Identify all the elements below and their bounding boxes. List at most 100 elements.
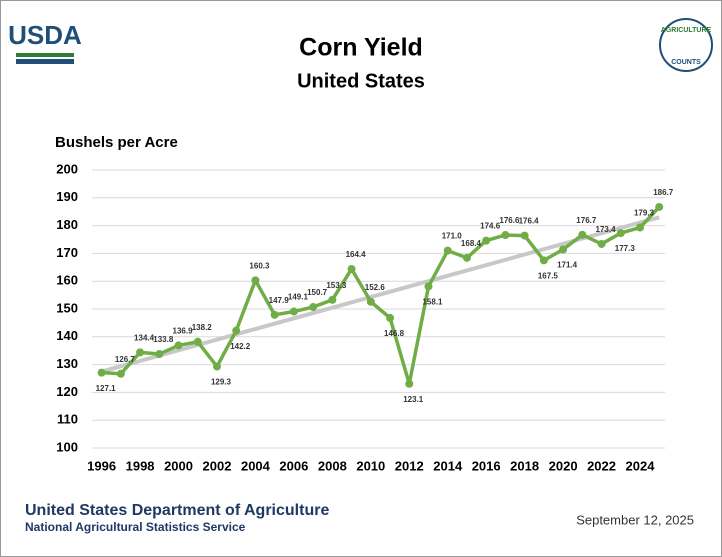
trendline (101, 215, 660, 374)
data-point (482, 236, 491, 245)
data-point (270, 310, 279, 319)
data-label: 176.7 (576, 216, 597, 225)
y-tick-label: 170 (56, 245, 78, 260)
data-label: 136.9 (173, 327, 194, 336)
data-point (289, 307, 298, 316)
data-point (405, 379, 414, 388)
y-tick-label: 130 (56, 356, 78, 371)
data-label: 164.4 (346, 250, 367, 259)
badge-text: COUNTS (671, 59, 701, 66)
x-tick-label: 2012 (395, 458, 424, 473)
data-point (636, 223, 645, 232)
x-tick-label: 2022 (587, 458, 616, 473)
data-point (347, 264, 356, 273)
data-label: 179.3 (634, 209, 655, 218)
x-tick-label: 2016 (472, 458, 501, 473)
data-point (328, 295, 337, 304)
data-point (97, 368, 106, 377)
data-label: 177.3 (615, 244, 636, 253)
chart-title: Corn Yield (299, 34, 423, 62)
data-label: 153.3 (326, 281, 347, 290)
x-tick-label: 1996 (87, 458, 116, 473)
x-tick-label: 2000 (164, 458, 193, 473)
data-point (520, 231, 529, 240)
data-point (578, 230, 587, 239)
y-tick-label: 190 (56, 189, 78, 204)
data-label: 176.4 (519, 217, 540, 226)
data-label: 167.5 (538, 271, 559, 280)
x-tick-label: 2010 (356, 458, 385, 473)
data-label: 133.8 (153, 335, 174, 344)
data-label: 147.9 (269, 296, 290, 305)
data-point (386, 313, 395, 322)
y-tick-label: 180 (56, 217, 78, 232)
data-label: 174.6 (480, 222, 501, 231)
data-point (539, 256, 548, 265)
badge-text: AGRICULTURE (661, 27, 712, 34)
data-point (616, 229, 625, 238)
y-tick-label: 110 (57, 412, 78, 427)
x-tick-label: 2020 (549, 458, 578, 473)
y-axis-label: Bushels per Acre (55, 134, 178, 151)
y-tick-label: 100 (56, 439, 78, 454)
data-point (424, 282, 433, 291)
x-tick-label: 2014 (433, 458, 463, 473)
logo-bar (16, 59, 74, 64)
data-point (193, 337, 202, 346)
data-label: 149.1 (288, 293, 309, 302)
data-label: 186.7 (653, 188, 674, 197)
badge-ring (659, 18, 713, 72)
data-point (232, 326, 241, 335)
data-point (116, 369, 125, 378)
data-label: 150.7 (307, 288, 328, 297)
data-point (309, 303, 318, 312)
data-point (462, 253, 471, 262)
x-tick-label: 1998 (126, 458, 155, 473)
x-tick-label: 2008 (318, 458, 347, 473)
data-label: 126.7 (115, 355, 136, 364)
data-point (501, 231, 510, 240)
footer-date: September 12, 2025 (576, 512, 694, 527)
y-tick-label: 150 (56, 300, 78, 315)
x-tick-label: 2002 (203, 458, 232, 473)
data-point (443, 246, 452, 255)
data-label: 127.1 (96, 384, 117, 393)
data-point (366, 297, 375, 306)
data-point (136, 348, 145, 357)
data-label: 176.6 (499, 216, 520, 225)
y-tick-label: 160 (56, 273, 78, 288)
data-label: 134.4 (134, 333, 155, 342)
data-label: 173.4 (596, 225, 617, 234)
data-label: 160.3 (249, 261, 270, 270)
data-point (655, 202, 664, 211)
data-point (155, 350, 164, 359)
x-tick-label: 2006 (279, 458, 308, 473)
y-tick-label: 200 (56, 161, 78, 176)
data-label: 158.1 (422, 298, 443, 307)
data-label: 168.4 (461, 239, 482, 248)
data-label: 129.3 (211, 378, 232, 387)
x-tick-label: 2024 (626, 458, 656, 473)
logo-bar (16, 53, 74, 57)
data-point (597, 239, 606, 248)
footer-org: United States Department of Agriculture (25, 502, 329, 519)
footer-agency: National Agricultural Statistics Service (25, 520, 246, 534)
data-label: 123.1 (403, 395, 424, 404)
data-point (212, 362, 221, 371)
chart-subtitle: United States (297, 70, 425, 92)
data-label: 138.2 (192, 323, 213, 332)
x-tick-label: 2018 (510, 458, 539, 473)
x-tick-label: 2004 (241, 458, 271, 473)
data-label: 171.4 (557, 261, 578, 270)
data-label: 146.8 (384, 329, 405, 338)
y-tick-label: 140 (56, 328, 78, 343)
data-point (251, 276, 260, 285)
y-tick-label: 120 (56, 384, 78, 399)
data-label: 171.0 (442, 232, 463, 241)
usda-logo: USDA (8, 20, 82, 50)
data-point (559, 245, 568, 254)
data-point (174, 341, 183, 350)
data-label: 142.2 (230, 342, 251, 351)
